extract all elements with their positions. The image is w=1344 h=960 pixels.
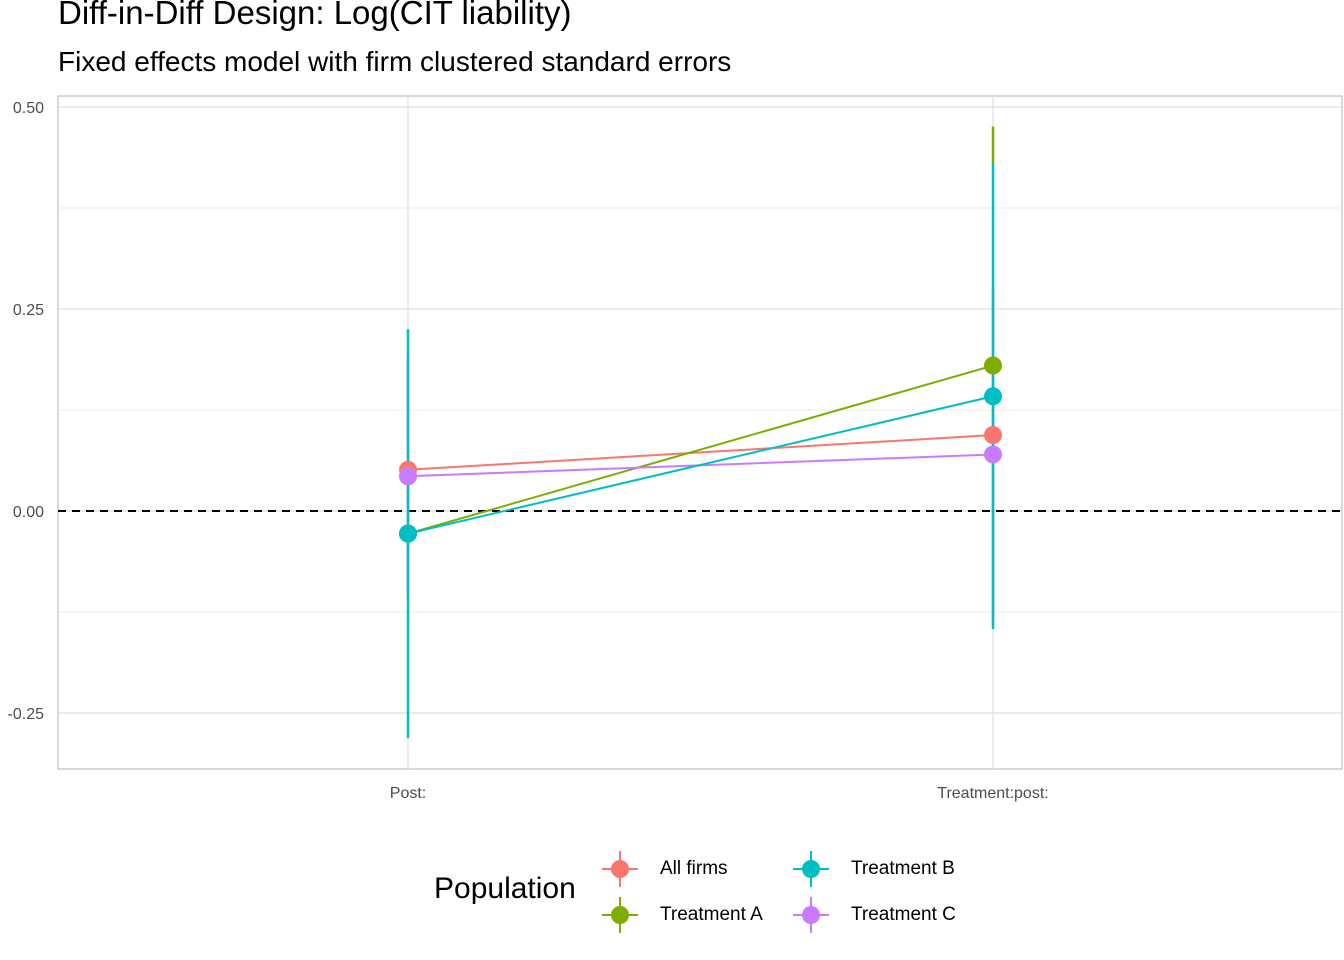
legend-key-point-all-firms: [611, 860, 629, 878]
series-points: [399, 356, 1002, 543]
legend-label-treatment-c: Treatment C: [851, 904, 956, 925]
chart-title: Diff-in-Diff Design: Log(CIT liability): [58, 0, 572, 31]
point-treatment-c: [984, 445, 1002, 464]
legend-label-treatment-a: Treatment A: [660, 904, 763, 925]
legend-key-point-treatment-c: [802, 906, 820, 924]
y-tick-label: 0.00: [13, 504, 44, 521]
series-lines: [407, 364, 994, 535]
point-all-firms: [984, 426, 1002, 445]
series-line-all-firms: [407, 434, 994, 471]
series-line-treatment-b: [407, 395, 994, 535]
series-line-treatment-a: [407, 364, 994, 535]
legend-key-point-treatment-a: [611, 906, 629, 924]
legend-label-treatment-b: Treatment B: [851, 858, 955, 879]
y-axis-ticks: -0.25 0.00 0.25 0.50: [8, 100, 45, 723]
legend-title: Population: [434, 872, 576, 905]
legend-keys: [602, 851, 829, 933]
y-tick-label: 0.25: [13, 302, 44, 319]
y-tick-label: -0.25: [8, 706, 45, 723]
point-treatment-a: [984, 356, 1002, 375]
chart-subtitle: Fixed effects model with firm clustered …: [58, 46, 732, 77]
x-tick-label: Post:: [390, 785, 426, 802]
legend-label-all-firms: All firms: [660, 858, 728, 879]
point-treatment-c: [399, 467, 417, 486]
x-tick-label: Treatment:post:: [937, 785, 1048, 802]
legend-key-point-treatment-b: [802, 860, 820, 878]
plot-background: [57, 95, 1343, 770]
x-axis-ticks: Post: Treatment:post:: [390, 785, 1049, 802]
y-tick-label: 0.50: [13, 100, 44, 117]
point-treatment-b: [984, 387, 1002, 406]
point-treatment-b: [399, 524, 417, 543]
